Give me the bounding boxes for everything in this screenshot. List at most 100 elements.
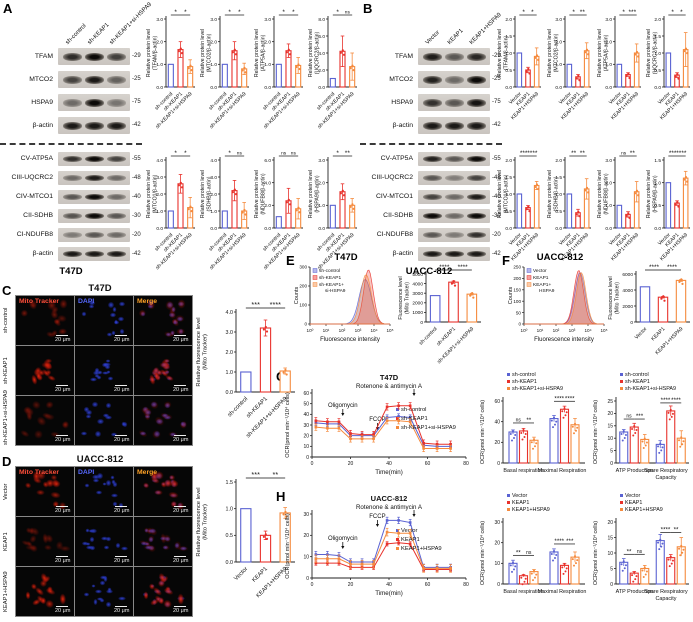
data-point [554, 423, 556, 426]
y-tick-label: 20 [494, 440, 500, 446]
mito-blob [176, 591, 186, 606]
data-point [244, 71, 247, 74]
data-point [449, 447, 452, 450]
data-point [511, 570, 513, 573]
data-point [660, 297, 663, 300]
data-point [684, 176, 688, 179]
dapi-blob [89, 377, 98, 383]
data-point [528, 210, 531, 213]
y-tick-label: 0 [518, 322, 521, 327]
microscopy-image: DAPI 20 μm [74, 466, 134, 517]
sig-label: *** [251, 470, 260, 479]
dapi-blob [120, 420, 127, 428]
blot-protein-label: HSPA9 [391, 99, 413, 106]
data-point [177, 184, 180, 187]
data-point [372, 433, 375, 436]
y-tick-label: 1.0 [318, 203, 325, 209]
data-point [472, 296, 475, 299]
y-tick-label: 0.0 [654, 85, 661, 91]
y-tick-label: 250 [513, 265, 521, 270]
y-axis-label: Relative protein level [646, 170, 652, 218]
y-tick-label: 1.0 [505, 192, 512, 198]
data-point [637, 194, 640, 197]
data-point [372, 437, 375, 441]
scale-bar-label: 20 μm [55, 437, 71, 443]
x-category-label: KEAP1 [251, 566, 269, 584]
ocr-atp-spare-t47d: sh-control sh-KEAP1 sh-KEAP1+si-HSPA9 0 5 10 1… [590, 371, 693, 489]
dapi-blob [111, 329, 117, 336]
dapi-blob [99, 579, 106, 586]
x-category-label: Capacity [656, 475, 677, 481]
data-point [285, 373, 288, 376]
data-point [681, 551, 684, 554]
legend-swatch [507, 508, 510, 511]
y-tick-label: 2.0 [264, 39, 271, 45]
annotation: Rotenone & antimycin A [356, 504, 423, 511]
data-point [509, 564, 512, 567]
dapi-blob [85, 541, 92, 546]
y-tick-label: 300 [299, 265, 307, 270]
y-tick-label: 1.0 [210, 62, 217, 68]
data-point [565, 567, 568, 570]
mito-blob [160, 543, 171, 553]
data-point [372, 562, 375, 566]
data-point [452, 280, 455, 283]
dapi-blob [89, 527, 98, 534]
blot-band [84, 156, 104, 162]
molecular-weight: -42 [132, 122, 141, 128]
y-tick-label: 0.0 [318, 226, 325, 232]
bar-chart-mito-fluorescence-t47d-svg: 0.0 1.0 2.0 3.0 4.0 Relative fluorescence lev… [196, 300, 295, 439]
y-tick-label: 0.0 [505, 226, 512, 232]
legend-label: Vector [533, 268, 547, 274]
y-axis-label: Relative protein level [497, 170, 503, 218]
data-point [641, 569, 644, 572]
bar [275, 216, 282, 229]
data-point [522, 428, 525, 431]
sig-label: *** [669, 150, 677, 157]
sig-label: * [238, 9, 241, 16]
y-axis-label: Relative fluorescence level [196, 487, 202, 556]
bar [329, 204, 336, 229]
sig-label: **** [671, 397, 681, 404]
data-point [679, 445, 682, 448]
legend-swatch [396, 547, 399, 550]
dapi-blob [164, 401, 171, 409]
data-point [408, 416, 412, 419]
data-point [326, 561, 329, 565]
dapi-blob [91, 401, 99, 409]
y-axis-label-2: (Mito Tracker) [405, 282, 411, 314]
bar-chart-ndufb8-t47d-svg: 0.0 2.0 4.0 6.0 Relative protein level (NDUFB… [254, 152, 303, 271]
bar [329, 77, 336, 88]
bar-chart-fluorescence-uacc812: 0 2000 4000 6000 Fluorescence level (Mito Tra… [606, 258, 693, 370]
y-tick-label: 1.0 [605, 62, 612, 68]
y-axis-label-2: (TFAM/β-actin) [504, 36, 510, 71]
histogram-curve [310, 274, 390, 325]
microscopy-image: 20 μm [133, 566, 193, 617]
data-point [314, 425, 318, 429]
data-point [265, 330, 269, 333]
y-axis-label-2: (ATP5A/β-actin) [261, 34, 267, 71]
y-axis-label: Fluorescence level [398, 276, 404, 319]
x-category-label: ATP Production [616, 589, 653, 595]
microscopy-row-label: Vector [3, 483, 9, 500]
data-point [535, 54, 539, 57]
legend-swatch [396, 408, 399, 411]
bar [259, 327, 272, 393]
blot-band [62, 121, 82, 130]
blot-band [62, 98, 82, 107]
y-tick-label: 5000 [412, 272, 423, 278]
legend-label: sh-control [319, 268, 340, 274]
bar-chart-mtco2-t47d-svg: 0.0 1.0 2.0 3.0 Relative protein level (MTCO2… [200, 9, 249, 130]
data-point [422, 441, 425, 445]
panel-a-cell-line: T47D [59, 266, 83, 277]
data-point [680, 436, 683, 439]
sig-label: **** [649, 264, 660, 271]
y-tick-label: 0 [610, 461, 613, 467]
scale-bar [115, 335, 127, 336]
data-point [682, 178, 686, 181]
channel-header: Merge [137, 469, 158, 476]
data-point [513, 437, 515, 439]
flow-histogram-uacc812: 0 50 100 150 200 250 Counts 10⁰ 10¹ 10² 10³ 10⁴ 10⁵ F… [508, 264, 608, 350]
bar-chart-mtco1-t47d-svg: 0.0 1.0 2.0 3.0 4.0 Relative protein level (MT… [146, 150, 195, 271]
